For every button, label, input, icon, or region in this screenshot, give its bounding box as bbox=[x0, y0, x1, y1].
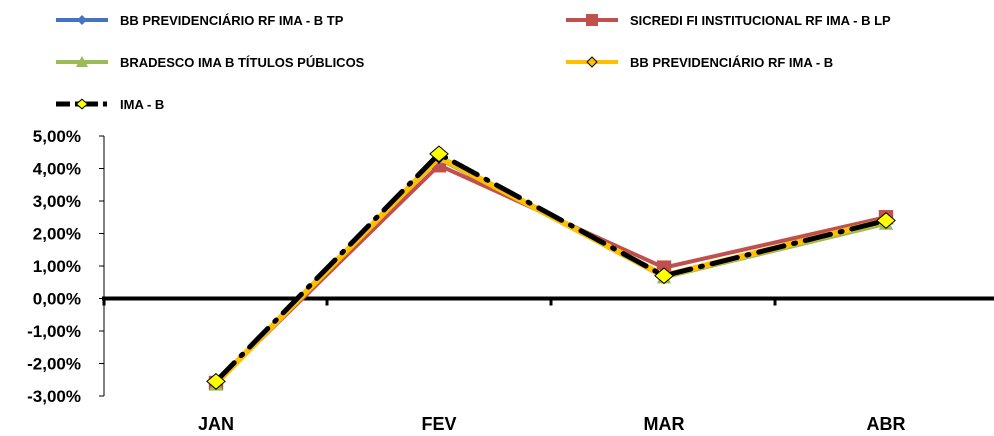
legend-item: BRADESCO IMA B TÍTULOS PÚBLICOS bbox=[56, 55, 365, 70]
legend-item: IMA - B bbox=[56, 97, 164, 112]
chart-legend: BB PREVIDENCIÁRIO RF IMA - B TP SICREDI F… bbox=[56, 13, 891, 112]
x-tick-label: FEV bbox=[421, 414, 456, 434]
legend-label: IMA - B bbox=[120, 97, 164, 112]
legend-item: SICREDI FI INSTITUCIONAL RF IMA - B LP bbox=[566, 13, 891, 28]
legend-marker-icon bbox=[586, 14, 598, 26]
y-tick-label: -3,00% bbox=[27, 387, 81, 406]
legend-item: BB PREVIDENCIÁRIO RF IMA - B TP bbox=[56, 13, 344, 28]
series-line bbox=[214, 155, 888, 387]
legend-label: BB PREVIDENCIÁRIO RF IMA - B TP bbox=[120, 13, 344, 28]
y-tick-label: 0,00% bbox=[33, 290, 81, 309]
y-tick-label: 5,00% bbox=[33, 127, 81, 146]
y-axis: -3,00% -2,00% -1,00% 0,00% 1,00% 2,00% 3,00% 4,… bbox=[27, 127, 105, 406]
data-point-marker-icon bbox=[876, 212, 896, 229]
series bbox=[206, 145, 896, 390]
data-point-marker-icon bbox=[429, 145, 449, 163]
y-tick-label: 2,00% bbox=[33, 225, 81, 244]
series-lines bbox=[206, 145, 896, 391]
data-point-marker-icon bbox=[654, 267, 674, 285]
y-tick-label: -1,00% bbox=[27, 322, 81, 341]
series-line bbox=[213, 154, 889, 386]
series-line bbox=[214, 156, 888, 385]
legend-label: BRADESCO IMA B TÍTULOS PÚBLICOS bbox=[120, 55, 365, 70]
legend-marker-icon bbox=[586, 56, 598, 68]
y-tick-label: 1,00% bbox=[33, 257, 81, 276]
series-line bbox=[213, 151, 889, 384]
x-tick-label: MAR bbox=[644, 414, 685, 434]
legend-marker-icon bbox=[75, 98, 89, 110]
series bbox=[208, 158, 894, 391]
legend-marker-icon bbox=[76, 56, 88, 67]
series bbox=[208, 149, 894, 391]
series bbox=[210, 152, 892, 389]
y-tick-label: 3,00% bbox=[33, 192, 81, 211]
legend-marker-icon bbox=[77, 15, 87, 25]
x-tick-label: ABR bbox=[867, 414, 906, 434]
series bbox=[209, 150, 893, 390]
x-axis: JAN FEV MAR ABR bbox=[102, 296, 994, 434]
legend-label: SICREDI FI INSTITUCIONAL RF IMA - B LP bbox=[630, 13, 891, 28]
y-tick-label: -2,00% bbox=[27, 355, 81, 374]
legend-item: BB PREVIDENCIÁRIO RF IMA - B bbox=[566, 55, 833, 70]
legend-label: BB PREVIDENCIÁRIO RF IMA - B bbox=[630, 55, 833, 70]
x-tick-label: JAN bbox=[198, 414, 234, 434]
y-tick-label: 4,00% bbox=[33, 160, 81, 179]
series-line bbox=[214, 163, 888, 385]
data-point-marker-icon bbox=[206, 372, 226, 390]
